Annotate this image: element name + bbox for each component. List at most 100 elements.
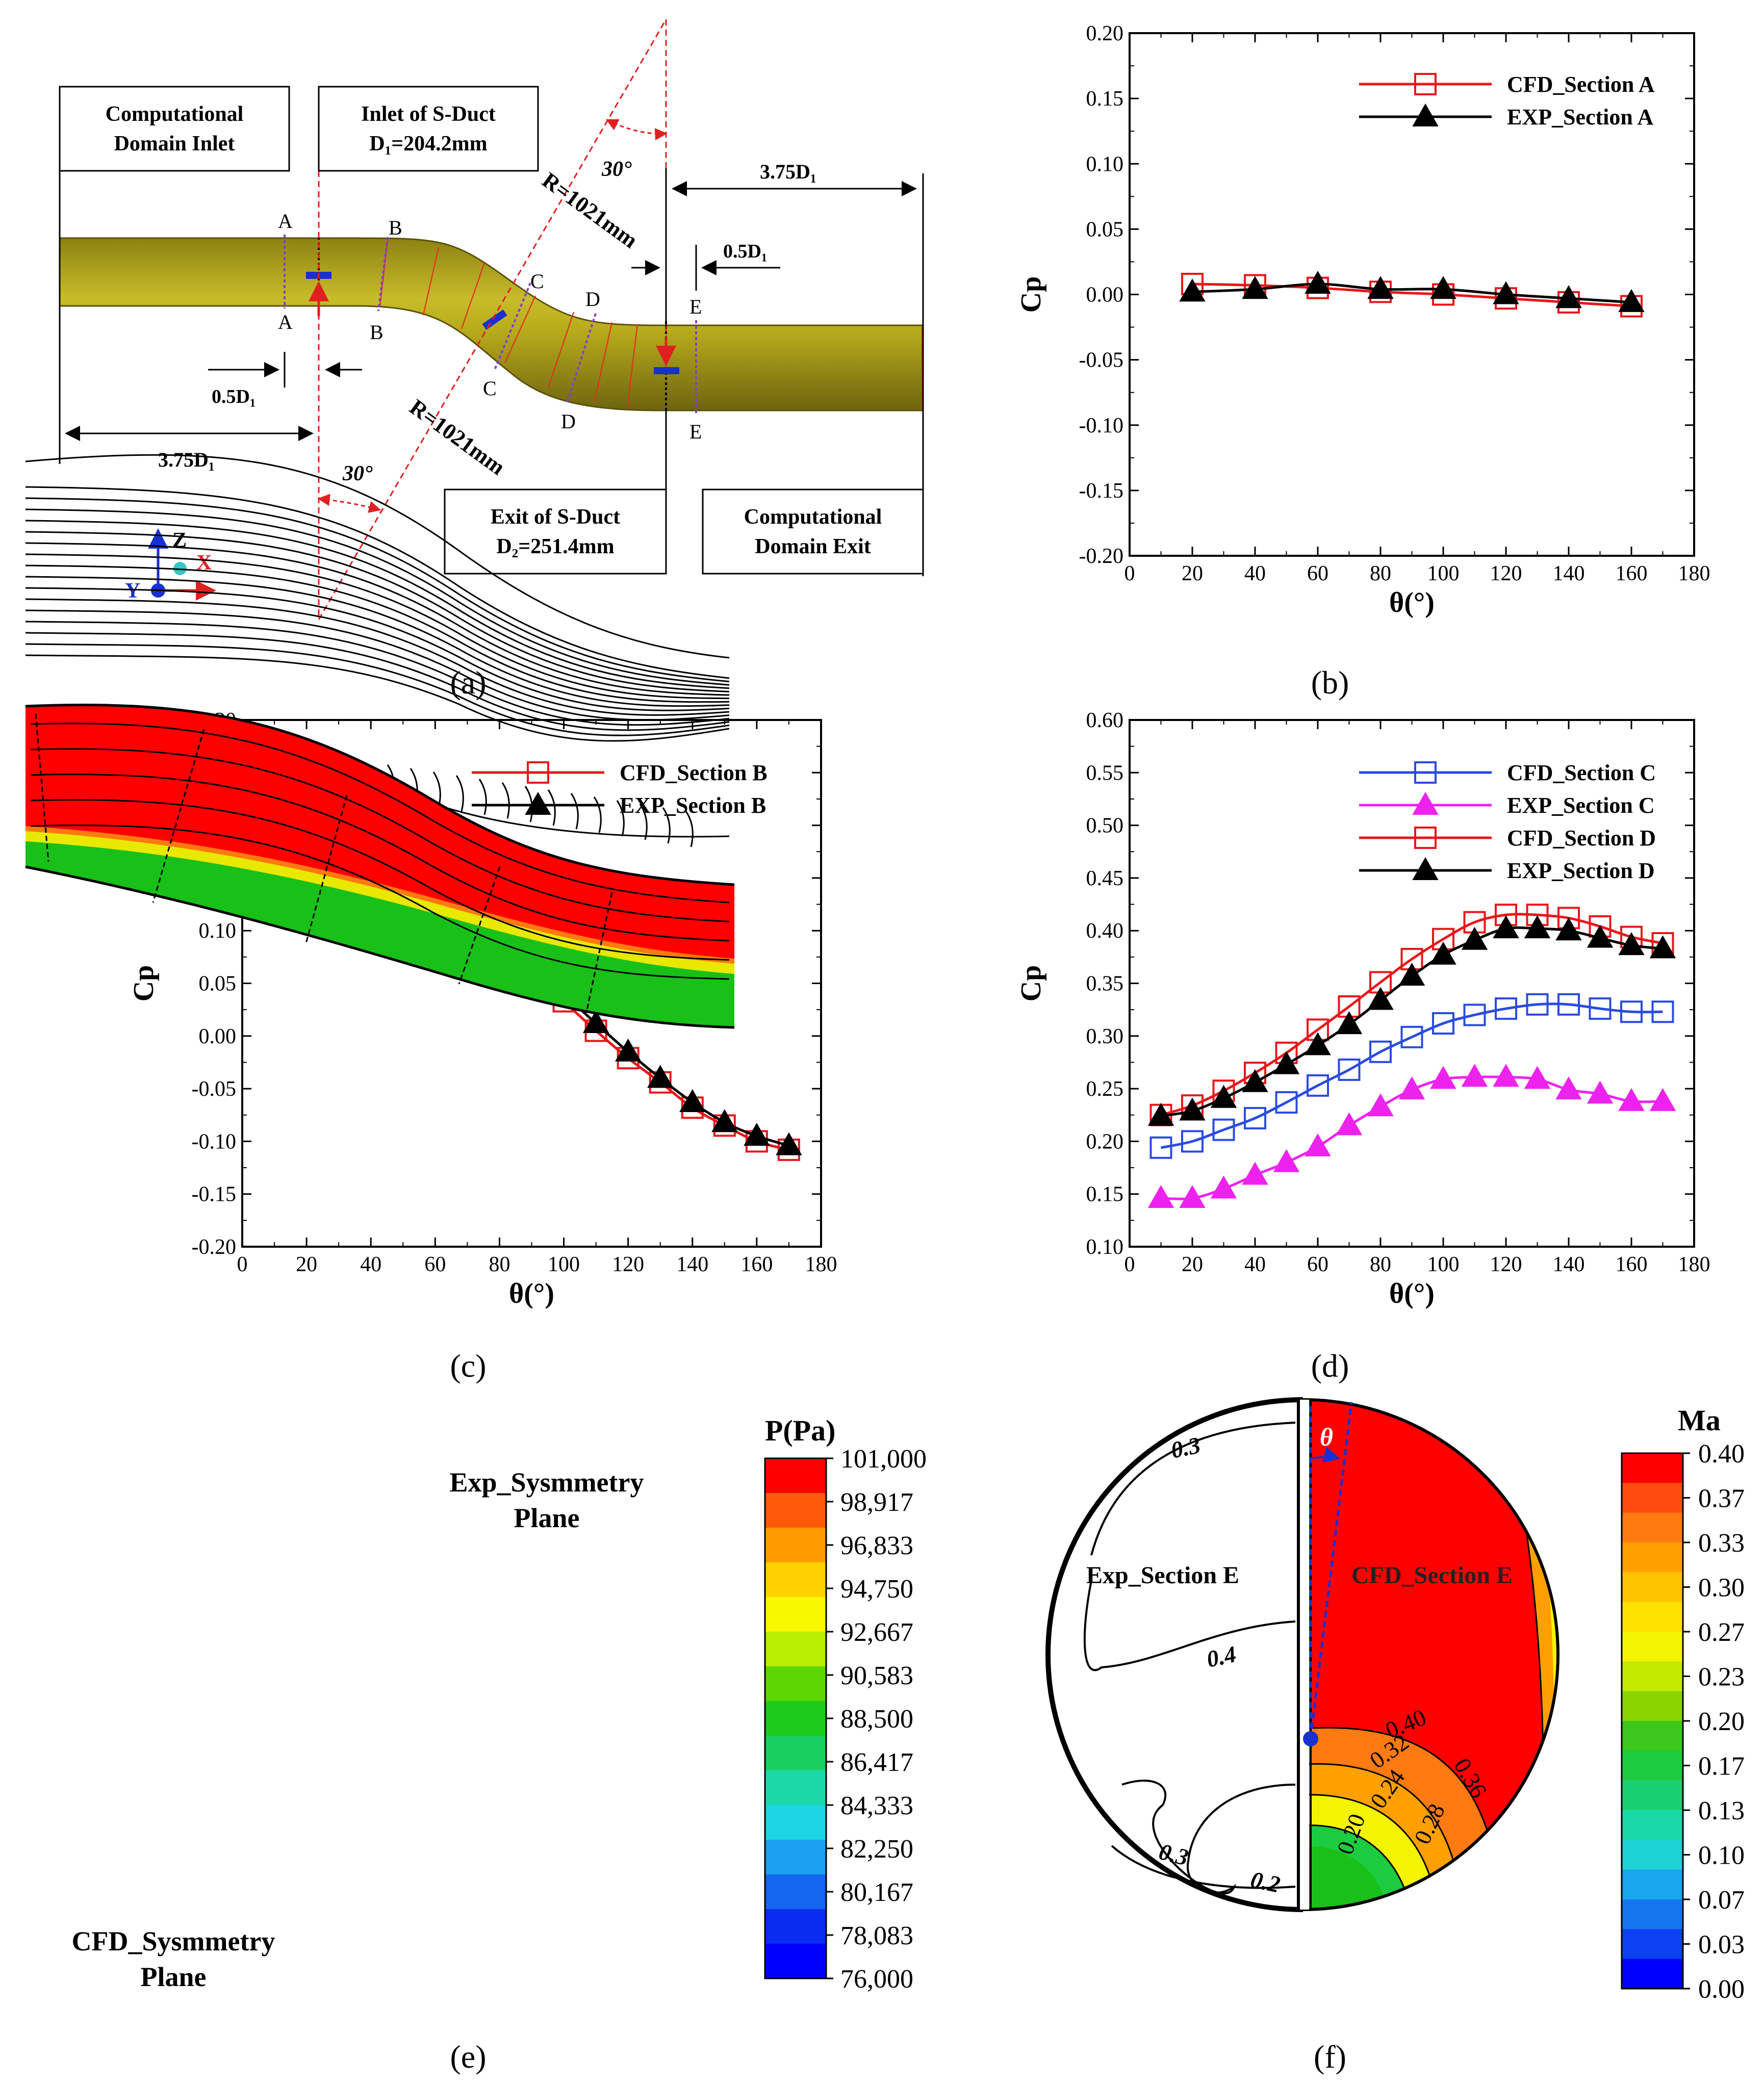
section-letter-d-bottom: D bbox=[561, 410, 576, 433]
y-tick-label: 0.10 bbox=[199, 919, 237, 943]
panel-letter-c: (c) bbox=[450, 1348, 486, 1384]
section-letters: A A B B C C D D E E bbox=[278, 210, 702, 443]
x-tick-label: 40 bbox=[1244, 562, 1266, 585]
colorbar-swatch bbox=[765, 1909, 826, 1944]
colorbar-swatch bbox=[765, 1805, 826, 1840]
cfd-streamline bbox=[30, 748, 730, 922]
svg-text:0.2: 0.2 bbox=[1248, 1866, 1283, 1898]
data-point bbox=[1432, 1012, 1454, 1035]
svg-text:Domain Inlet: Domain Inlet bbox=[114, 132, 235, 156]
y-tick-label: 0.10 bbox=[1086, 152, 1124, 176]
colorbar-label: 82,250 bbox=[840, 1835, 913, 1864]
colorbar-label: 0.33 bbox=[1698, 1529, 1745, 1558]
legend-label: CFD_Section C bbox=[1507, 760, 1656, 785]
data-point bbox=[1369, 1040, 1392, 1063]
colorbar-swatch bbox=[765, 1632, 826, 1667]
section-letter-e-top: E bbox=[689, 295, 702, 318]
exp-separation-line bbox=[478, 779, 487, 815]
exp-streamline bbox=[25, 632, 730, 731]
colorbar-label: 0.27 bbox=[1698, 1618, 1745, 1647]
colorbar-swatch bbox=[1622, 1542, 1683, 1573]
exp-streamline bbox=[25, 621, 730, 726]
x-tick-label: 140 bbox=[1553, 562, 1585, 585]
data-point bbox=[744, 1123, 770, 1146]
data-point bbox=[1493, 281, 1519, 304]
exp-separation-line bbox=[547, 789, 556, 826]
x-tick-label: 40 bbox=[360, 1253, 381, 1276]
data-point bbox=[1210, 1175, 1237, 1199]
section-letter-a-bottom: A bbox=[278, 311, 293, 333]
y-tick-label: 0.20 bbox=[1086, 1130, 1124, 1153]
colorbar-label: 0.20 bbox=[1698, 1707, 1745, 1736]
data-point bbox=[1618, 1088, 1645, 1111]
exp-separation-line bbox=[662, 807, 671, 844]
y-tick-label: 0.00 bbox=[1086, 284, 1124, 307]
colorbar-label: 76,000 bbox=[840, 1965, 913, 1994]
series-exp-section-d bbox=[1147, 915, 1676, 1126]
exp-separation-line bbox=[616, 800, 625, 837]
x-tick-label: 60 bbox=[424, 1253, 446, 1276]
legend-marker bbox=[1412, 103, 1439, 126]
svg-text:Exp_Sysmmetry: Exp_Sysmmetry bbox=[450, 1467, 644, 1498]
colorbar-swatch bbox=[765, 1701, 826, 1736]
x-tick-label: 40 bbox=[1244, 1253, 1266, 1276]
x-tick-label: 160 bbox=[740, 1253, 773, 1276]
y-tick-label: -0.20 bbox=[1079, 545, 1124, 568]
colorbar-swatch bbox=[1622, 1929, 1683, 1960]
colorbar-swatch bbox=[1622, 1572, 1683, 1603]
exp-streamline bbox=[25, 587, 730, 711]
data-point bbox=[1400, 1025, 1423, 1048]
y-tick-label: 0.15 bbox=[1086, 1183, 1124, 1206]
data-point bbox=[1430, 1066, 1456, 1089]
colorbar-swatch bbox=[1622, 1632, 1683, 1662]
y-tick-label: 0.10 bbox=[1086, 1235, 1124, 1259]
colorbar-label: 0.13 bbox=[1698, 1796, 1745, 1825]
section-letter-c-top: C bbox=[530, 270, 544, 293]
colorbar-label: 92,667 bbox=[840, 1618, 913, 1647]
colorbar-swatch bbox=[765, 1528, 826, 1563]
y-tick-label: 0.25 bbox=[1086, 1077, 1124, 1101]
colorbar-label: 0.17 bbox=[1698, 1752, 1745, 1781]
colorbar-swatch bbox=[765, 1458, 826, 1493]
x-tick-label: 140 bbox=[1553, 1253, 1585, 1276]
panel-letter-a: (a) bbox=[450, 664, 486, 701]
data-point bbox=[1242, 276, 1268, 299]
data-point bbox=[1493, 1064, 1519, 1087]
exp-streamline bbox=[25, 598, 730, 716]
cfd-contour-band bbox=[25, 703, 735, 1029]
data-point bbox=[1620, 1000, 1643, 1023]
cfd-section-line bbox=[458, 866, 501, 985]
data-point bbox=[647, 1065, 674, 1088]
angle-label-lower: 30° bbox=[342, 462, 373, 485]
dim-inlet-length: 3.75D₁ bbox=[158, 448, 215, 471]
mach-colorbar: 0.40 0.37 0.33 0.30 0.27 0.23 0.20 0.17 0.13 0.10… bbox=[1621, 1439, 1745, 2004]
exp-streamline bbox=[25, 531, 730, 692]
cfd-section-line bbox=[152, 729, 205, 903]
x-tick-label: 60 bbox=[1307, 1253, 1328, 1276]
y-tick-label: 0.05 bbox=[1086, 218, 1124, 241]
colorbar-label: 0.07 bbox=[1698, 1886, 1745, 1915]
panel-letter-f: (f) bbox=[1314, 2039, 1346, 2075]
data-point bbox=[1242, 1162, 1268, 1185]
x-tick-label: 0 bbox=[1124, 1253, 1135, 1276]
data-point bbox=[1430, 941, 1456, 965]
data-point bbox=[1618, 289, 1645, 312]
exp-separation-line bbox=[501, 782, 510, 819]
data-point bbox=[1555, 917, 1582, 941]
exp-separation-line bbox=[455, 775, 464, 812]
y-tick-label: 0.15 bbox=[1086, 87, 1124, 111]
colorbar-swatch bbox=[1622, 1453, 1683, 1484]
series-line bbox=[1160, 913, 1663, 1117]
exp-streamline bbox=[25, 508, 730, 686]
section-letter-d-top: D bbox=[585, 288, 600, 311]
colorbar-label: 80,167 bbox=[840, 1878, 913, 1907]
data-point bbox=[1242, 1069, 1268, 1092]
svg-text:Computational: Computational bbox=[106, 102, 244, 126]
legend-label: CFD_Section D bbox=[1507, 826, 1656, 851]
data-point bbox=[1649, 1088, 1676, 1111]
legend-label: EXP_Section D bbox=[1507, 858, 1655, 883]
data-point bbox=[1367, 987, 1394, 1010]
exp-streamline bbox=[25, 542, 730, 696]
exp-streamline bbox=[25, 609, 730, 721]
